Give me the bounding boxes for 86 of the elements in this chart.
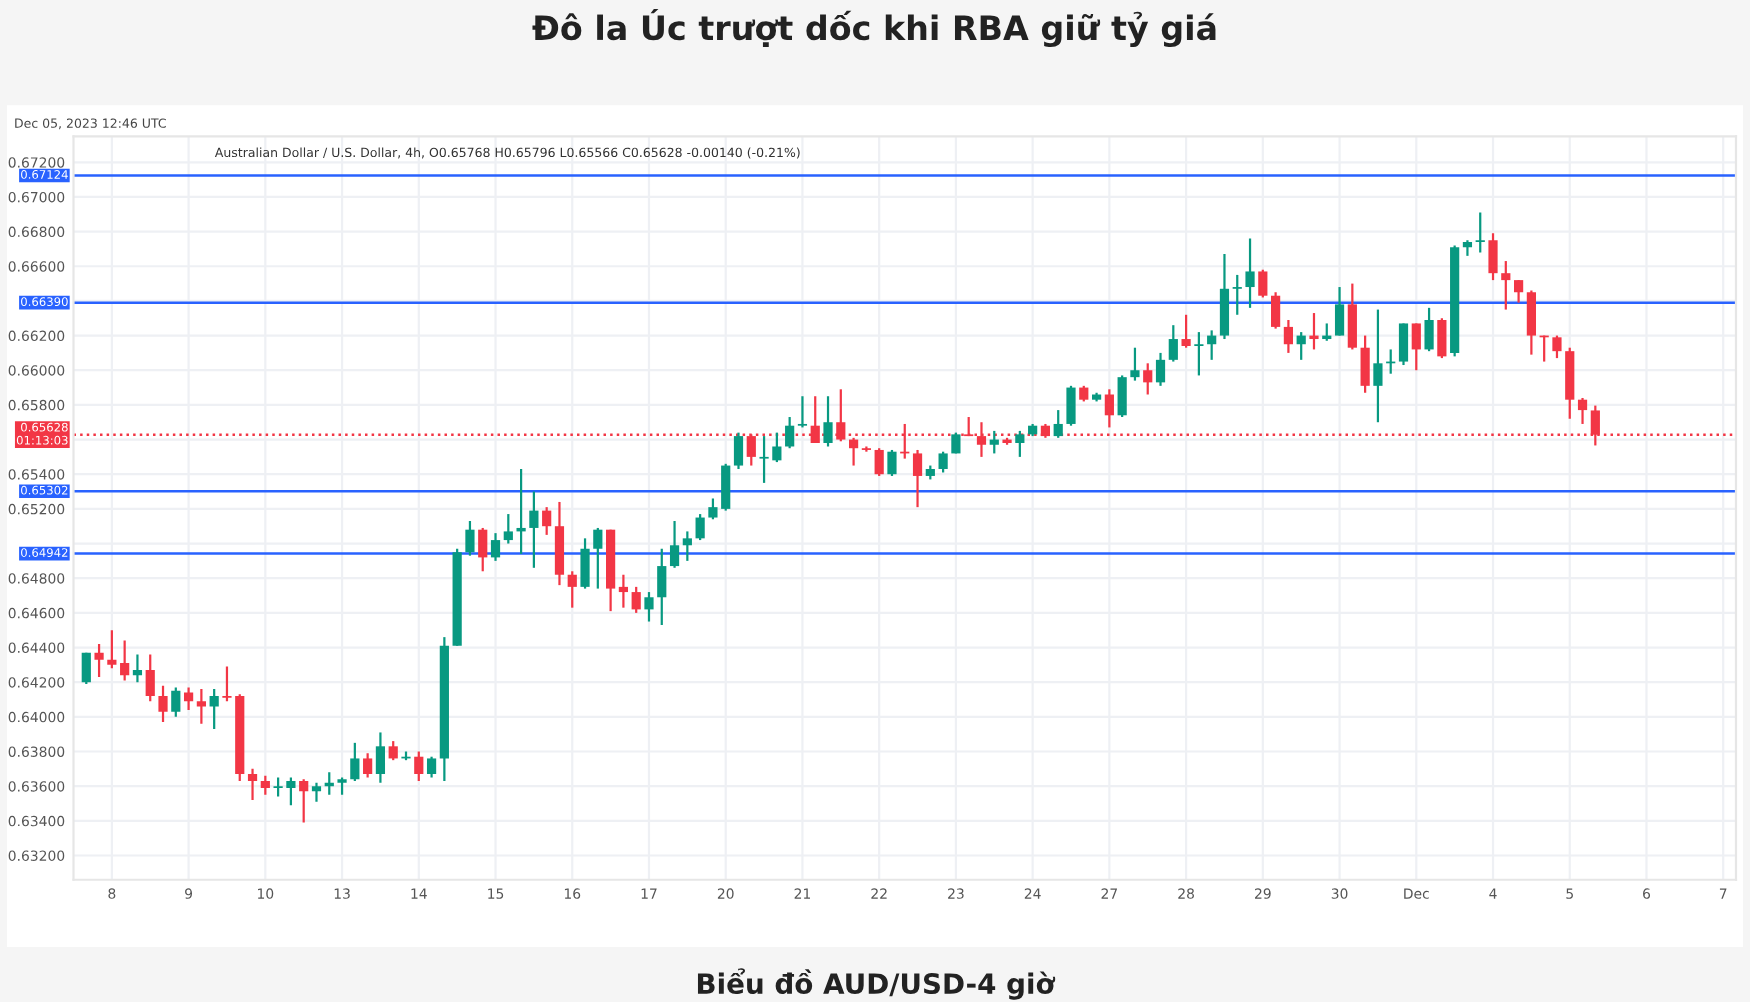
- candlestick: [631, 585, 641, 614]
- candlestick: [1143, 362, 1153, 396]
- candlestick: [196, 688, 206, 725]
- candlestick: [1117, 374, 1127, 419]
- candlestick: [107, 629, 117, 670]
- candlestick: [1526, 289, 1536, 356]
- candlestick: [94, 642, 104, 679]
- candlestick: [593, 526, 603, 590]
- candlestick: [1411, 322, 1421, 372]
- candlestick: [350, 741, 360, 783]
- candlestick: [989, 429, 999, 455]
- candlestick: [938, 450, 948, 474]
- candlestick: [1501, 259, 1511, 311]
- candlestick: [669, 519, 680, 569]
- candlestick: [542, 506, 552, 536]
- candlestick: [618, 573, 629, 609]
- candlestick: [516, 467, 526, 556]
- candlestick: [1334, 285, 1345, 337]
- candlestick: [490, 532, 501, 562]
- candlestick: [120, 639, 130, 682]
- candlestick: [299, 778, 309, 824]
- candlestick: [1258, 268, 1268, 299]
- candlestick: [1245, 237, 1255, 309]
- candlestick: [260, 774, 270, 796]
- candlestick: [1015, 429, 1025, 458]
- candlestick: [1271, 291, 1281, 330]
- candlestick: [1168, 324, 1178, 363]
- candlestick: [1309, 311, 1319, 351]
- candlestick: [1219, 253, 1230, 341]
- candlestick: [1462, 239, 1473, 257]
- candlestick: [887, 448, 897, 478]
- candlestick: [1360, 334, 1370, 394]
- candlestick: [1207, 329, 1217, 361]
- text: Biểu đồ AUD/USD-4 giờ: [697, 968, 1056, 1000]
- chart-title: Đô la Úc trượt dốc khi RBA giữ tỷ giá: [532, 9, 1216, 48]
- candlestick: [733, 431, 744, 471]
- candlestick: [1347, 282, 1357, 351]
- candlestick: [1130, 346, 1140, 382]
- candlestick: [465, 519, 475, 557]
- candlestick: [1194, 331, 1204, 377]
- candlestick: [1104, 388, 1114, 429]
- candlestick: [1232, 273, 1242, 316]
- candlestick: [363, 752, 373, 779]
- candlestick: [848, 436, 859, 467]
- candlestick: [797, 395, 808, 429]
- candlestick: [644, 590, 654, 623]
- candlestick: [414, 750, 424, 783]
- candlestick: [1424, 306, 1434, 353]
- candlestick: [311, 781, 322, 803]
- candlestick: [1475, 211, 1485, 254]
- candlestick: [171, 686, 181, 718]
- candlestick: [426, 755, 437, 779]
- candlestick: [695, 512, 705, 542]
- candlestick: [247, 767, 258, 802]
- candlestick: [388, 740, 398, 762]
- candlestick: [81, 651, 91, 686]
- candlestick: [682, 530, 692, 562]
- candlestick: [1437, 317, 1447, 360]
- candlestick: [478, 526, 488, 573]
- candlestick: [657, 547, 667, 627]
- candlestick: [1181, 313, 1191, 349]
- candlestick: [1053, 408, 1063, 439]
- candlestick: [209, 688, 219, 731]
- candlestick: [183, 686, 194, 712]
- candlestick: [1283, 318, 1294, 355]
- candlestick: [1513, 279, 1524, 304]
- candlestick: [158, 684, 168, 724]
- candlestick: [132, 653, 143, 684]
- candlestick: [145, 653, 155, 703]
- candlestick: [1398, 322, 1409, 367]
- candlestick: [375, 731, 386, 784]
- candlestick: [503, 512, 513, 545]
- candlestick: [1488, 232, 1498, 282]
- candlestick: [580, 537, 590, 590]
- candlestick: [874, 447, 884, 478]
- candlestick: [529, 490, 539, 569]
- candlestick: [1296, 331, 1306, 361]
- candlestick: [785, 415, 795, 450]
- candlestick: [1066, 384, 1076, 427]
- candlestick: [823, 395, 833, 448]
- candlestick: [1373, 308, 1383, 424]
- candlestick: [912, 448, 923, 509]
- candlestick: [567, 570, 577, 609]
- candlestick: [1552, 334, 1562, 360]
- candlestick: [1577, 396, 1588, 426]
- candlestick: [1155, 351, 1166, 387]
